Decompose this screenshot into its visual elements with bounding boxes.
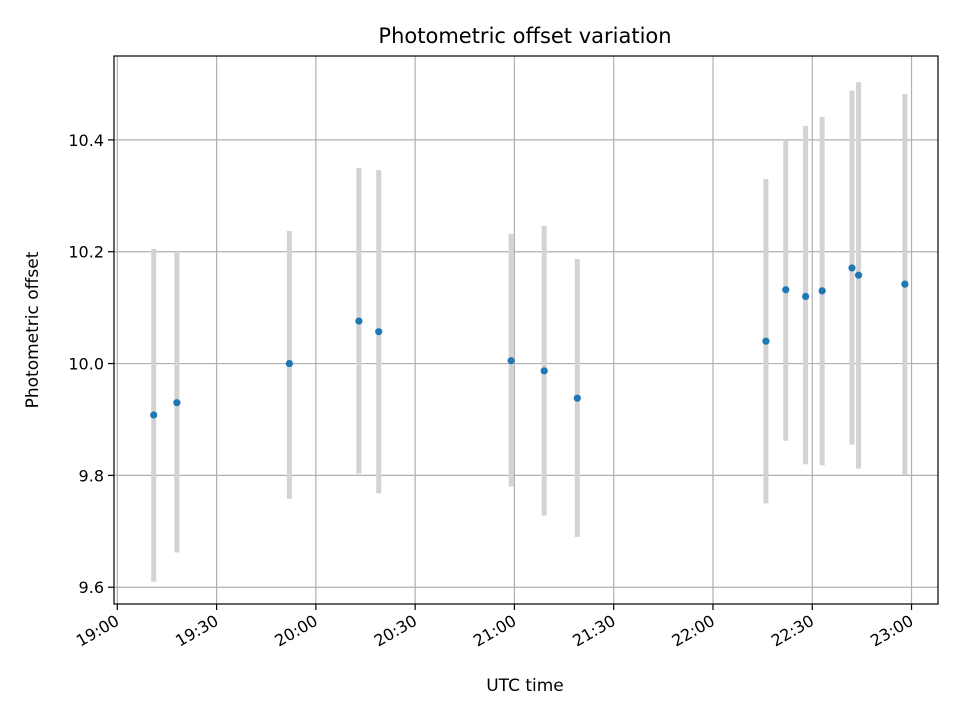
data-point <box>848 264 856 272</box>
data-points <box>150 264 909 419</box>
data-point <box>782 286 790 294</box>
data-point <box>507 357 515 365</box>
data-point <box>375 328 383 336</box>
data-point <box>173 399 181 407</box>
data-point <box>355 317 363 325</box>
plot-frame <box>113 55 939 605</box>
grid <box>114 56 938 604</box>
chart-title: Photometric offset variation <box>378 24 671 48</box>
data-point <box>854 271 863 279</box>
data-point <box>818 287 826 295</box>
data-point <box>802 292 810 301</box>
data-point <box>762 337 770 345</box>
y-tick-label: 10.2 <box>68 243 104 262</box>
y-tick-label: 10.0 <box>68 355 104 374</box>
data-point <box>285 359 293 368</box>
data-point <box>150 411 158 419</box>
data-point <box>901 280 909 288</box>
data-point <box>573 394 581 402</box>
y-tick-label: 9.8 <box>79 466 104 485</box>
y-axis-label: Photometric offset <box>23 251 43 408</box>
data-point <box>540 367 548 375</box>
y-axis-ticks: 9.6 9.8 10.0 10.2 10.4 <box>68 131 114 597</box>
y-tick-label: 9.6 <box>79 578 104 597</box>
y-tick-label: 10.4 <box>68 131 104 150</box>
x-axis-label: UTC time <box>486 676 564 696</box>
